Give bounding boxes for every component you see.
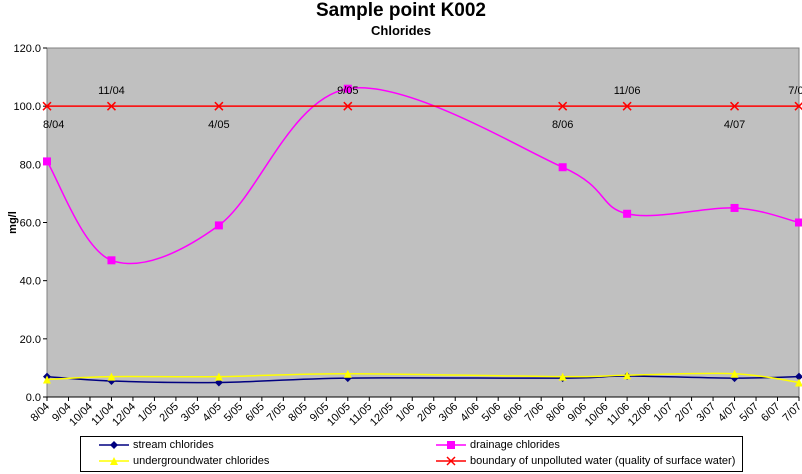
data-point bbox=[43, 375, 51, 384]
data-point bbox=[107, 372, 116, 381]
data-point bbox=[795, 378, 802, 387]
data-point bbox=[107, 256, 116, 265]
data-point bbox=[214, 221, 223, 230]
chart-legend: stream chlorides undergroundwater chlori… bbox=[80, 436, 743, 472]
x-tick-label: 4/05 bbox=[200, 401, 224, 425]
legend-marker-square-icon bbox=[436, 441, 466, 450]
data-point bbox=[795, 372, 802, 381]
data-point bbox=[106, 101, 116, 111]
data-point bbox=[730, 203, 739, 212]
chart-title: Sample point K002 bbox=[316, 0, 486, 21]
data-annotation: 4/07 bbox=[724, 119, 745, 131]
x-tick-label: 7/07 bbox=[780, 401, 802, 425]
legend-marker-diamond-icon bbox=[99, 441, 129, 450]
x-tick-label: 1/07 bbox=[652, 401, 676, 425]
x-tick-label: 11/04 bbox=[89, 401, 116, 428]
legend-item-boundary: boundary of unpolluted water (quality of… bbox=[436, 455, 735, 471]
x-tick-label: 2/06 bbox=[415, 401, 439, 425]
plot-area bbox=[46, 47, 800, 398]
x-tick-label: 12/06 bbox=[626, 401, 654, 429]
y-axis-label: mg/l bbox=[7, 211, 19, 234]
x-tick-label: 10/05 bbox=[325, 401, 353, 429]
x-tick-label: 3/07 bbox=[695, 401, 719, 425]
y-tick-label: 80.0 bbox=[20, 159, 41, 171]
y-tick-label: 40.0 bbox=[20, 276, 41, 288]
x-tick-label: 7/05 bbox=[265, 401, 289, 425]
data-point bbox=[343, 84, 352, 93]
y-tick-label: 100.0 bbox=[13, 101, 41, 113]
x-tick-label: 6/07 bbox=[759, 401, 783, 425]
x-tick-label: 1/05 bbox=[136, 401, 160, 425]
data-point bbox=[623, 209, 632, 218]
x-tick-label: 3/05 bbox=[179, 401, 203, 425]
data-point bbox=[558, 163, 567, 172]
x-tick-label: 8/04 bbox=[28, 401, 52, 425]
y-tick-label: 60.0 bbox=[20, 218, 41, 230]
data-point bbox=[622, 101, 632, 111]
x-tick-label: 1/06 bbox=[394, 401, 418, 425]
legend-item-stream: stream chlorides bbox=[99, 439, 214, 455]
legend-label: boundary of unpolluted water (quality of… bbox=[470, 455, 736, 468]
x-tick-label: 10/04 bbox=[67, 401, 95, 429]
legend-marker-x-icon bbox=[436, 456, 466, 466]
data-point bbox=[623, 371, 632, 380]
data-point bbox=[43, 157, 51, 166]
data-point bbox=[558, 101, 568, 111]
data-point bbox=[730, 369, 739, 378]
chart-subtitle: Chlorides bbox=[371, 23, 431, 38]
x-tick-label: 5/06 bbox=[480, 401, 504, 425]
data-point bbox=[214, 101, 224, 111]
x-tick-label: 5/07 bbox=[738, 401, 762, 425]
legend-label: stream chlorides bbox=[133, 439, 214, 452]
series-line-0 bbox=[46, 375, 800, 384]
x-tick-label: 7/06 bbox=[523, 401, 547, 425]
data-annotation: 8/04 bbox=[43, 119, 64, 131]
series-line-2 bbox=[46, 372, 800, 384]
x-tick-label: 12/05 bbox=[368, 401, 396, 429]
x-tick-label: 2/07 bbox=[673, 401, 697, 425]
x-tick-label: 4/06 bbox=[458, 401, 482, 425]
data-annotation: 4/05 bbox=[208, 119, 229, 131]
x-tick-label: 3/06 bbox=[437, 401, 461, 425]
data-point bbox=[343, 369, 352, 378]
x-tick-label: 4/07 bbox=[716, 401, 740, 425]
legend-label: drainage chlorides bbox=[470, 439, 560, 452]
x-tick-label: 2/05 bbox=[157, 401, 181, 425]
legend-item-underground: undergroundwater chlorides bbox=[99, 455, 269, 471]
data-point bbox=[795, 218, 802, 227]
data-annotation: 11/06 bbox=[614, 85, 641, 97]
y-tick-label: 20.0 bbox=[20, 334, 41, 346]
x-tick-label: 11/06 bbox=[605, 401, 632, 428]
data-point bbox=[558, 372, 567, 381]
data-annotation: 8/06 bbox=[552, 119, 573, 131]
data-point bbox=[214, 372, 223, 381]
x-tick-label: 6/06 bbox=[501, 401, 525, 425]
data-annotation: 9/05 bbox=[337, 85, 358, 97]
data-point bbox=[730, 101, 740, 111]
legend-marker-triangle-icon bbox=[99, 457, 129, 466]
data-point bbox=[343, 101, 353, 111]
x-tick-label: 8/05 bbox=[286, 401, 310, 425]
data-point bbox=[42, 101, 52, 111]
x-tick-label: 12/04 bbox=[110, 401, 138, 429]
legend-item-drainage: drainage chlorides bbox=[436, 439, 560, 455]
x-tick-label: 10/06 bbox=[583, 401, 611, 429]
x-tick-label: 6/05 bbox=[243, 401, 267, 425]
x-tick-label: 5/05 bbox=[222, 401, 246, 425]
series-line-1 bbox=[46, 87, 800, 265]
y-tick-label: 120.0 bbox=[13, 43, 41, 55]
x-tick-label: 8/06 bbox=[544, 401, 568, 425]
y-tick-label: 0.0 bbox=[26, 392, 41, 404]
data-annotation: 11/04 bbox=[98, 85, 125, 97]
legend-label: undergroundwater chlorides bbox=[133, 455, 270, 468]
x-tick-label: 11/05 bbox=[347, 401, 374, 428]
data-annotation: 7/07 bbox=[788, 85, 802, 97]
